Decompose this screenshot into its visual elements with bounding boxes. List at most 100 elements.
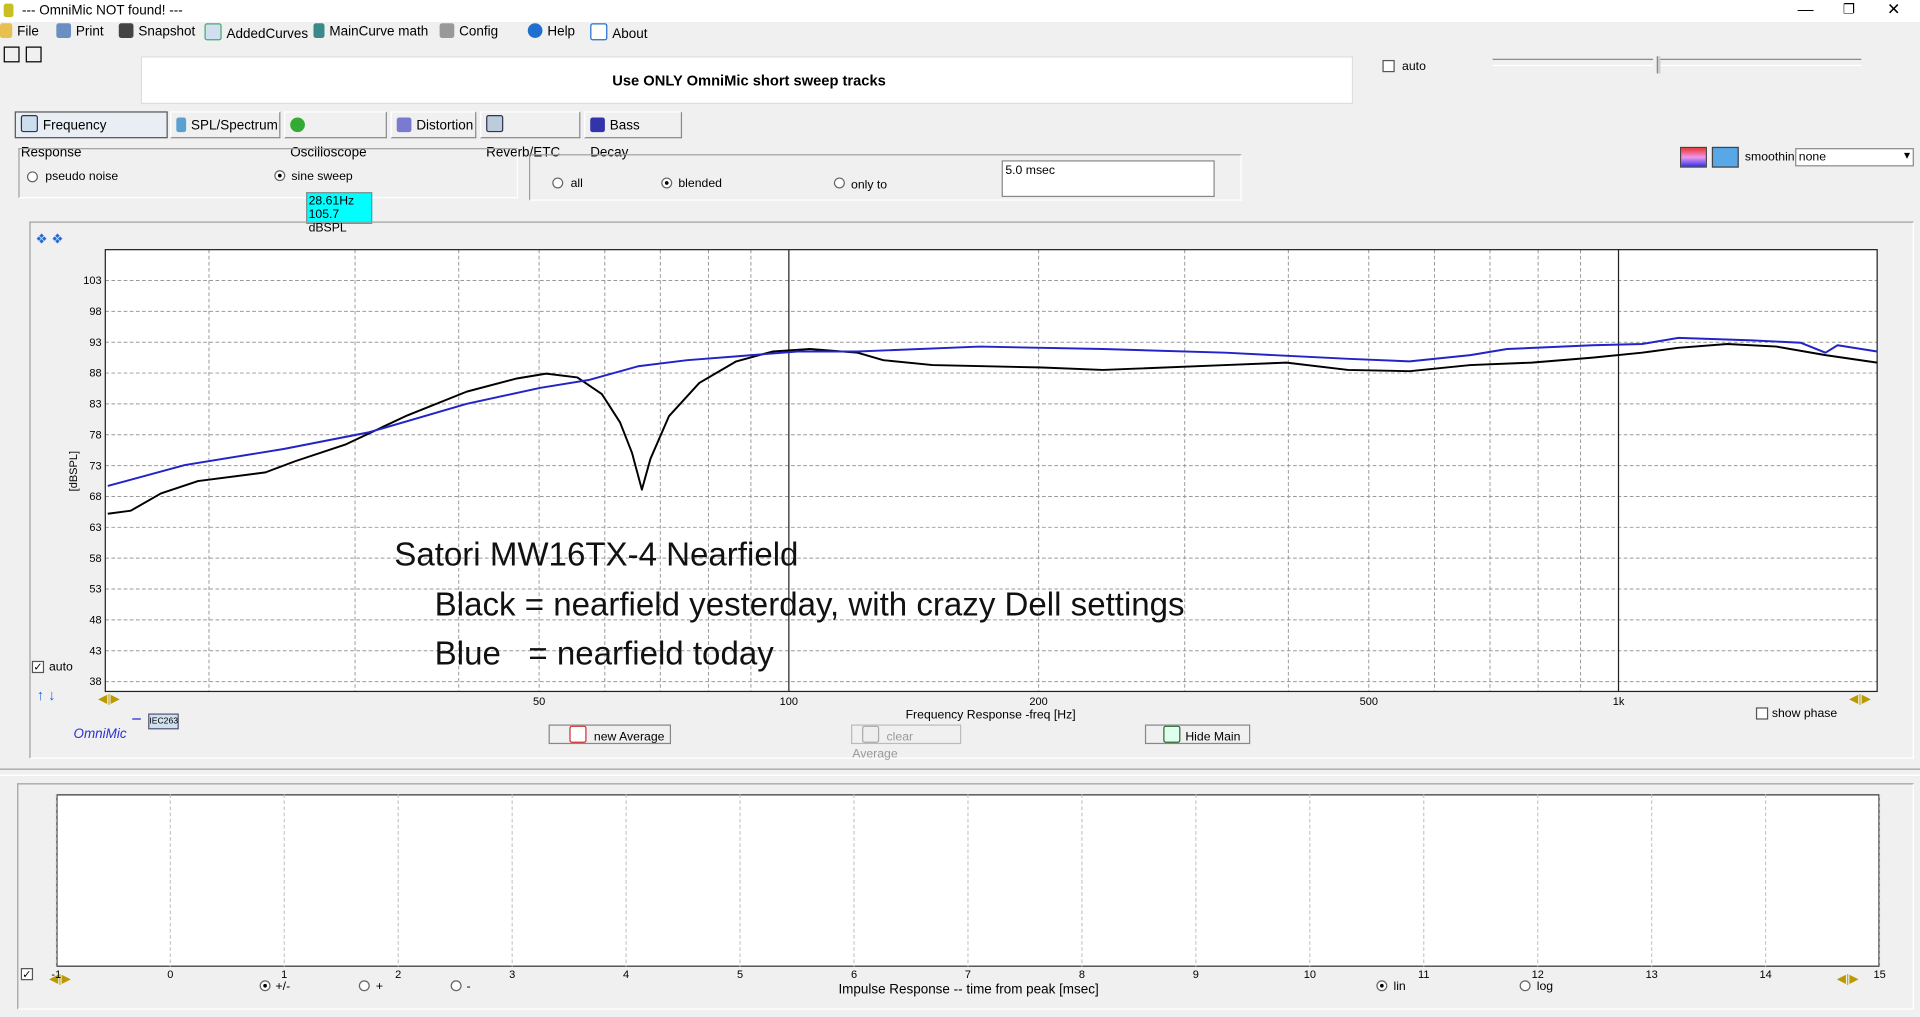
tab[interactable]: Distortion [390, 111, 477, 139]
radio-label: + [375, 980, 384, 994]
checkbox-label: auto [1402, 59, 1426, 74]
button-label: clear Average [852, 730, 914, 762]
tooltip: 28.61Hz 105.7 dBSPL [306, 192, 373, 235]
notice-box [140, 56, 1354, 105]
dropdown-arrow: ▾ [1904, 149, 1911, 163]
chart-frame [29, 221, 1914, 759]
menu-item[interactable]: Print [56, 23, 104, 40]
scroll-right[interactable]: ◀|▶ [1836, 972, 1859, 987]
radio[interactable] [274, 170, 286, 182]
legend-swatch [132, 718, 141, 720]
radio-label: log [1536, 980, 1554, 994]
tab[interactable]: Bass Decay [584, 111, 683, 160]
radio[interactable] [833, 177, 845, 189]
restore[interactable]: ❐ [1842, 2, 1855, 18]
zoom-icons[interactable]: ❖ ❖ [35, 232, 64, 248]
text-input[interactable]: 5.0 msec [1001, 160, 1215, 198]
smoothing-label: smoothing [1744, 150, 1802, 164]
menu-label: File [17, 24, 39, 40]
menu-item[interactable]: AddedCurves [204, 23, 309, 42]
checkbox[interactable]: ✓ [20, 968, 34, 981]
radio[interactable] [661, 177, 673, 189]
pause-button[interactable] [3, 46, 20, 63]
radio-label: +/- [275, 980, 291, 994]
tab-label: Bass Decay [590, 118, 640, 161]
tab[interactable]: SPL/Spectrum [170, 111, 281, 139]
radio[interactable] [358, 980, 370, 992]
radio-label: lin [1393, 980, 1406, 994]
tab[interactable]: Reverb/ETC [480, 111, 581, 160]
slider[interactable] [1492, 58, 1654, 67]
checkbox[interactable] [1382, 59, 1395, 73]
menu-label: Config [459, 24, 499, 40]
close[interactable]: ✕ [1886, 0, 1901, 19]
slider-thumb[interactable] [1656, 56, 1661, 74]
tab[interactable]: Oscilloscope [284, 111, 387, 160]
checkbox-label: auto [48, 660, 73, 675]
menu-label: Help [547, 24, 576, 40]
scroll-left[interactable]: ◀|▶ [48, 972, 72, 987]
checkbox[interactable] [1755, 707, 1769, 720]
radio-label: - [466, 980, 471, 994]
button[interactable]: clear Average [851, 724, 962, 761]
menu-label: Print [75, 24, 104, 40]
color-button[interactable] [1680, 146, 1707, 168]
play-button[interactable] [25, 46, 42, 63]
radio[interactable] [450, 980, 462, 992]
badge[interactable]: IEC263 [148, 713, 179, 730]
button-label: new Average [593, 730, 665, 745]
menu-item[interactable]: File [0, 23, 39, 39]
menu-label: Snapshot [138, 24, 196, 40]
scroll-arrows[interactable]: ↑ ↓ [36, 686, 56, 704]
badge-label: IEC263 [149, 717, 178, 726]
app-icon [3, 3, 14, 18]
color-button[interactable] [1711, 146, 1739, 168]
tab-label: Distortion [416, 118, 474, 134]
tooltip-line: 105.7 dBSPL [308, 208, 347, 235]
menu-label: MainCurve math [329, 24, 429, 40]
window-group [528, 154, 1242, 201]
window-title: --- OmniMic NOT found! --- [22, 3, 183, 19]
scroll-right[interactable]: ◀|▶ [1848, 692, 1872, 707]
radio[interactable] [1376, 980, 1388, 992]
plot-area [105, 249, 1878, 692]
button-label: Hide Main [1185, 730, 1241, 745]
checkbox-label: show phase [1771, 707, 1838, 721]
checkbox[interactable]: ✓ [31, 660, 45, 674]
menu-item[interactable]: Snapshot [118, 23, 196, 40]
splitter[interactable] [0, 768, 1920, 776]
menu-label: About [612, 26, 648, 42]
menu-item[interactable]: About [590, 23, 648, 42]
menu-item[interactable]: Help [527, 23, 576, 40]
radio-label: only to [851, 178, 888, 193]
slider[interactable] [1659, 58, 1862, 67]
button[interactable]: Hide Main [1144, 724, 1251, 745]
radio-label: pseudo noise [45, 170, 119, 184]
notice: Use ONLY OmniMic short sweep tracks [612, 72, 886, 90]
radio[interactable] [259, 980, 271, 992]
menu-item[interactable]: MainCurve math [313, 23, 428, 39]
radio-label: all [570, 177, 583, 191]
radio[interactable] [1519, 980, 1531, 992]
title-bar [0, 0, 1920, 23]
smoothing-select[interactable]: none ▾ [1795, 148, 1914, 167]
minimize[interactable]: — [1797, 0, 1814, 19]
tab-label: SPL/Spectrum [191, 118, 278, 134]
tab-label: Frequency Response [20, 118, 107, 161]
menu-label: AddedCurves [226, 26, 309, 42]
radio[interactable] [26, 171, 38, 183]
radio-label: blended [678, 177, 722, 191]
tooltip-line: 28.61Hz [308, 194, 355, 209]
impulse-frame [17, 783, 1914, 1010]
tab[interactable]: Frequency Response [14, 111, 168, 160]
button[interactable]: new Average [548, 724, 672, 745]
menu-item[interactable]: Config [439, 23, 499, 40]
tab-label: Oscilloscope [290, 145, 367, 161]
select-value: none [1798, 150, 1827, 164]
input-value: 5.0 msec [1005, 163, 1056, 178]
radio-label: sine sweep [291, 170, 353, 184]
scroll-left[interactable]: ◀|▶ [97, 692, 120, 707]
radio[interactable] [552, 177, 564, 189]
